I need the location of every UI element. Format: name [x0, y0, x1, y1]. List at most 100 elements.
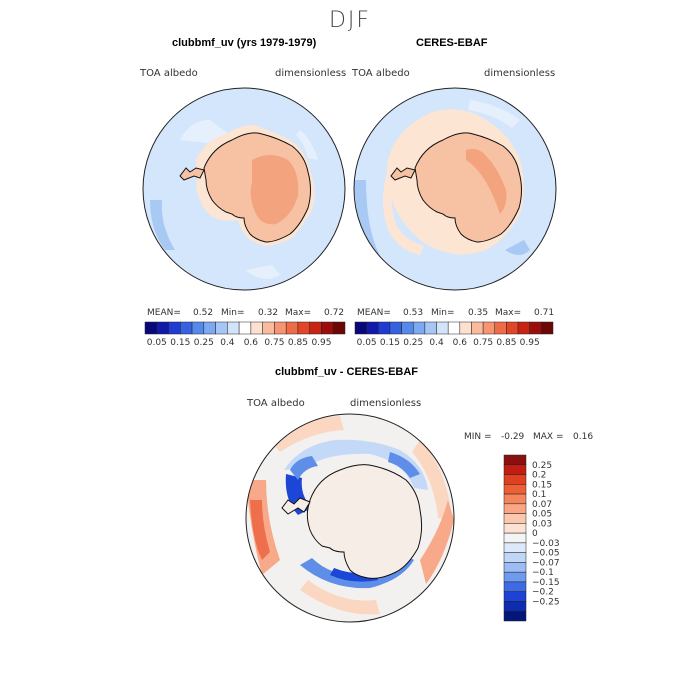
colorbar-swatch [144, 321, 158, 335]
diff-antarctica [306, 464, 423, 579]
colorbar-swatch [180, 321, 193, 335]
panel-1-peninsula [179, 167, 205, 181]
diff-warm-patch [412, 440, 452, 520]
panel-1-ocean-patch [150, 200, 175, 250]
colorbar-tick-label: 0.15 [380, 338, 400, 348]
panel-1-min: 0.32 [258, 308, 279, 318]
colorbar-tick-label: 0.25 [532, 461, 552, 471]
colorbar-swatch [389, 321, 402, 335]
panel-2-ocean-patch [505, 240, 530, 255]
colorbar-swatch [503, 523, 527, 534]
diff-variable: TOA albedo [247, 398, 305, 409]
colorbar-tick-label: 0 [532, 529, 538, 539]
colorbar-swatch [529, 321, 542, 335]
colorbar-tick-label: −0.1 [532, 568, 554, 578]
colorbar-swatch [274, 321, 287, 335]
colorbar-tick-label: 0.4 [220, 338, 235, 348]
panel-2-ocean-patch [468, 100, 520, 128]
colorbar-swatch [503, 552, 527, 563]
colorbar-tick-label: −0.05 [532, 549, 560, 559]
colorbar-tick-label: −0.15 [532, 578, 560, 588]
colorbar-swatch [503, 601, 527, 612]
colorbar-tick-label: 0.07 [532, 500, 552, 510]
colorbar-tick-label: 0.95 [520, 338, 540, 348]
panel-2-map-border [353, 87, 557, 291]
panel-2-units: dimensionless [484, 68, 556, 79]
colorbar-tick-label: 0.75 [264, 338, 284, 348]
colorbar-tick-label: 0.1 [532, 490, 546, 500]
colorbar-tick-label: 0.25 [194, 338, 214, 348]
panel-2-min: 0.35 [468, 308, 489, 318]
colorbar-swatch [332, 321, 346, 335]
colorbar-swatch [471, 321, 484, 335]
colorbar-swatch [366, 321, 379, 335]
diff-peninsula [281, 497, 311, 515]
panel-1-mean-label: MEAN= [147, 308, 181, 318]
colorbar-swatch [506, 321, 519, 335]
colorbar-tick-label: 0.2 [532, 471, 546, 481]
panel-2-max-label: Max= [495, 308, 522, 318]
colorbar-swatch [297, 321, 310, 335]
colorbar-swatch [503, 562, 527, 573]
colorbar-swatch [156, 321, 169, 335]
panel-1-title: clubbmf_uv (yrs 1979-1979) [172, 37, 317, 49]
colorbar-tick-label: 0.85 [496, 338, 516, 348]
panel-2-coastal-band [383, 170, 424, 255]
diff-cool-core [330, 568, 378, 582]
colorbar-swatch [354, 321, 367, 335]
colorbar-tick-label: 0.15 [532, 480, 552, 490]
diff-map-border [245, 413, 455, 623]
colorbar-swatch [503, 513, 527, 524]
colorbar-swatch [503, 493, 527, 505]
colorbar-swatch [285, 321, 299, 335]
colorbar-swatch [503, 591, 527, 602]
colorbar-tick-label: −0.2 [532, 588, 554, 598]
figure-title: DJF [328, 8, 372, 33]
panel-2-antarctica [414, 132, 522, 243]
diff-cool-band [388, 452, 420, 478]
colorbar-tick-label: 0.6 [244, 338, 259, 348]
diff-warm-patch [420, 500, 454, 584]
panel-1-map-border [142, 87, 346, 291]
colorbar-swatch [459, 321, 472, 335]
colorbar-tick-label: 0.4 [429, 338, 444, 348]
panel-1-colorbar: 0.05 0.15 0.25 0.4 0.6 0.75 0.85 0.95 [144, 321, 346, 348]
diff-map [245, 413, 455, 623]
colorbar-swatch [215, 321, 228, 335]
colorbar-swatch [424, 321, 437, 335]
panel-1-ocean-patch [296, 130, 318, 160]
colorbar-swatch [503, 571, 527, 583]
colorbar-swatch [517, 321, 530, 335]
diff-title: clubbmf_uv - CERES-EBAF [275, 366, 419, 378]
colorbar-tick-label: 0.05 [357, 338, 377, 348]
diff-colorbar: 0.250.20.150.10.070.050.030−0.03−0.05−0.… [503, 454, 560, 622]
colorbar-swatch [482, 321, 496, 335]
colorbar-swatch [447, 321, 461, 335]
panel-1-max-label: Max= [285, 308, 312, 318]
panel-1-variable: TOA albedo [140, 68, 198, 79]
colorbar-swatch [503, 581, 527, 592]
panel-1-ocean-patch [245, 265, 280, 279]
diff-warm-patch [300, 580, 380, 615]
panel-2-colorbar: 0.05 0.15 0.25 0.4 0.6 0.75 0.85 0.95 [354, 321, 554, 348]
colorbar-swatch [503, 464, 527, 475]
colorbar-swatch [238, 321, 252, 335]
colorbar-swatch [378, 321, 391, 335]
colorbar-tick-label: 0.03 [532, 519, 552, 529]
colorbar-swatch [203, 321, 216, 335]
diff-max-label: MAX = [533, 432, 564, 442]
colorbar-swatch [412, 321, 426, 335]
panel-2-peninsula [390, 167, 416, 181]
colorbar-swatch [503, 484, 527, 495]
colorbar-swatch [168, 321, 181, 335]
colorbar-swatch [321, 321, 334, 335]
colorbar-tick-label: −0.25 [532, 597, 560, 607]
colorbar-tick-label: 0.05 [147, 338, 167, 348]
panel-2-ocean-patch [354, 180, 380, 260]
panel-2-max: 0.71 [534, 308, 555, 318]
diff-min-label: MIN = [464, 432, 492, 442]
colorbar-tick-label: 0.05 [532, 510, 552, 520]
panel-2-mean: 0.53 [403, 308, 424, 318]
colorbar-swatch [250, 321, 263, 335]
